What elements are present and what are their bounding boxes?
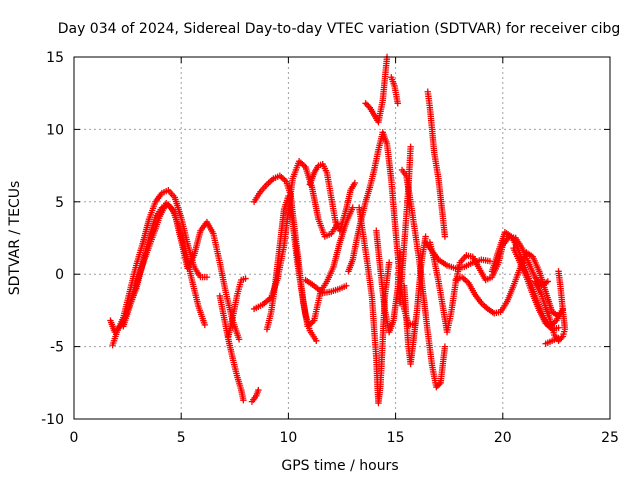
y-tick-label: 10 xyxy=(46,122,64,138)
data-point xyxy=(343,282,350,289)
data-point xyxy=(422,233,429,240)
data-point xyxy=(555,268,562,275)
data-point xyxy=(240,396,247,404)
data-point xyxy=(349,204,356,211)
x-tick-label: 10 xyxy=(279,430,297,446)
data-point xyxy=(255,386,262,394)
data-point xyxy=(441,343,449,350)
x-axis-title: GPS time / hours xyxy=(281,458,398,474)
x-tick-label: 0 xyxy=(70,430,79,446)
data-point xyxy=(394,100,401,107)
data-point xyxy=(441,233,449,240)
plot-frame xyxy=(73,56,611,420)
y-tick-label: -10 xyxy=(41,412,64,428)
series-arc6 xyxy=(248,386,262,405)
data-point xyxy=(434,382,441,389)
x-tick-label: 25 xyxy=(601,430,619,446)
series-arc14 xyxy=(362,53,391,126)
data-point xyxy=(555,324,562,331)
chart-title: Day 034 of 2024, Sidereal Day-to-day VTE… xyxy=(58,21,621,37)
data-point xyxy=(203,273,211,281)
y-tick-label: 15 xyxy=(46,50,64,66)
data-point xyxy=(396,299,404,307)
series-arc19 xyxy=(396,143,414,307)
series-arc10 xyxy=(306,160,359,234)
series-arc3 xyxy=(120,201,243,343)
data-point xyxy=(435,381,443,388)
x-tick-label: 20 xyxy=(494,430,512,446)
data-point xyxy=(385,259,393,266)
series-arc23 xyxy=(452,249,562,320)
series-arc15 xyxy=(373,227,404,336)
y-tick-label: 0 xyxy=(55,267,64,283)
series-arc5 xyxy=(225,275,249,340)
data-point xyxy=(544,278,552,285)
y-tick-label: 5 xyxy=(55,195,64,211)
data-marks xyxy=(107,53,569,407)
series-arc22 xyxy=(422,239,494,272)
series-arc27 xyxy=(542,334,562,347)
x-tick-label: 15 xyxy=(387,430,405,446)
series-arc9 xyxy=(263,192,320,345)
data-point xyxy=(201,321,208,329)
data-point xyxy=(363,101,371,108)
data-point xyxy=(313,337,320,345)
y-axis-title: SDTVAR / TECUs xyxy=(7,181,23,296)
data-point xyxy=(365,103,372,110)
x-tick-label: 5 xyxy=(177,430,186,446)
data-point xyxy=(486,257,494,265)
data-point xyxy=(235,336,243,343)
axis-ticks: 0 5 10 15 20 25 -10 -5 0 5 10 15 xyxy=(41,50,619,446)
data-point xyxy=(351,179,359,187)
data-point xyxy=(362,100,369,107)
series-arc17 xyxy=(398,166,449,391)
data-point xyxy=(242,275,249,282)
series-arc20 xyxy=(424,88,449,240)
series-arc13 xyxy=(355,204,393,407)
series-arc11 xyxy=(302,276,350,297)
series-arc16 xyxy=(388,74,401,107)
data-point xyxy=(555,334,562,342)
y-tick-label: -5 xyxy=(50,340,64,356)
series-arc18 xyxy=(400,233,429,368)
data-point xyxy=(433,383,440,391)
